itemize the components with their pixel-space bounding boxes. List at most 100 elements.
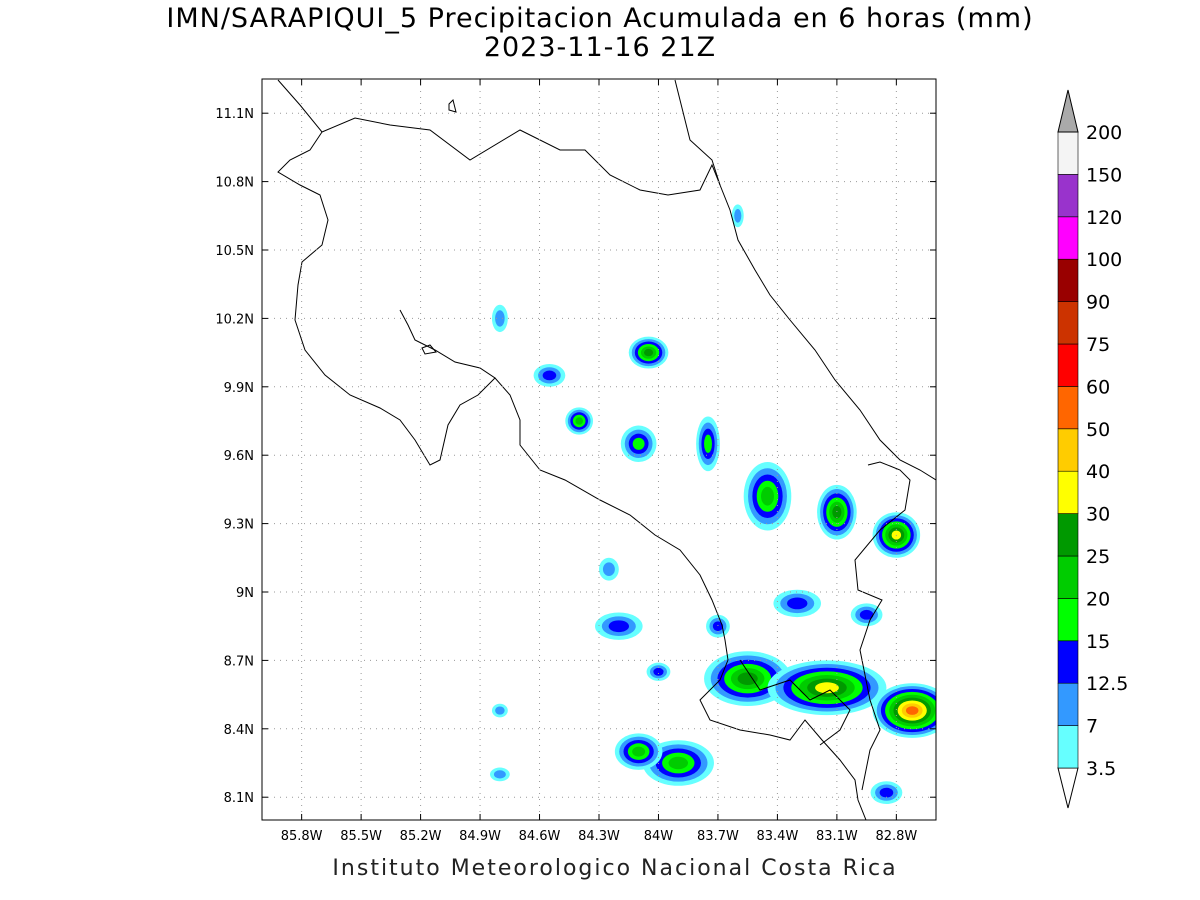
rain-cell-20 [489, 767, 510, 782]
rain-contour [632, 437, 645, 450]
footer-credit: Instituto Meteorologico Nacional Costa R… [332, 856, 898, 881]
rain-cell-14 [706, 614, 730, 638]
rain-cell-8 [628, 336, 669, 369]
y-tick-label: 10.5N [215, 244, 254, 259]
rain-cell-23 [646, 662, 671, 681]
rain-contour [542, 370, 557, 381]
y-tick-label: 10.2N [215, 312, 254, 327]
rain-contour [787, 597, 808, 610]
rain-contour [495, 706, 505, 715]
x-tick-label: 84.9W [459, 829, 501, 844]
rain-contour [832, 505, 842, 519]
y-tick-label: 10.8N [215, 176, 254, 191]
colorbar-label: 50 [1086, 419, 1110, 441]
rain-contour [737, 672, 758, 685]
y-tick-label: 9N [236, 586, 254, 601]
colorbar-segment [1057, 216, 1079, 260]
rain-cell-21 [491, 703, 508, 718]
y-tick-label: 11.1N [215, 107, 254, 122]
colorbar-label: 3.5 [1086, 758, 1116, 780]
colorbar-label: 100 [1086, 249, 1122, 271]
rain-contour [704, 434, 712, 453]
rain-cell-1 [767, 660, 887, 716]
rain-cell-4 [614, 733, 663, 770]
y-tick-label: 8.4N [224, 723, 254, 738]
colorbar-segment [1057, 513, 1079, 557]
colorbar-segment [1057, 640, 1079, 684]
y-tick-label: 8.7N [224, 654, 254, 669]
rain-contour [602, 562, 615, 577]
rain-contour [608, 620, 630, 633]
colorbar-label: 15 [1086, 631, 1110, 653]
rain-contour [879, 787, 894, 798]
colorbar-label: 90 [1086, 292, 1110, 314]
x-tick-label: 84.3W [578, 829, 620, 844]
y-tick-label: 9.6N [224, 449, 254, 464]
map-subtitle: 2023-11-16 21Z [483, 32, 717, 63]
rain-contour [653, 667, 664, 676]
rain-cell-13 [595, 612, 643, 640]
colorbar-label: 25 [1086, 546, 1110, 568]
colorbar-segment [1057, 258, 1079, 302]
longitude-ticks: 85.8W 85.5W 85.2W 84.9W 84.6W 84.3W 84W 83.7W 83… [281, 79, 917, 844]
colorbar-segment [1057, 174, 1079, 218]
x-tick-label: 82.8W [875, 829, 917, 844]
rain-field [489, 204, 936, 805]
map-title: IMN/SARAPIQUI_5 Precipitacion Acumulada … [166, 3, 1034, 34]
rain-cell-18 [491, 304, 508, 333]
colorbar-label: 20 [1086, 588, 1110, 610]
colorbar-segment [1057, 555, 1079, 599]
colorbar-label: 200 [1086, 122, 1122, 144]
rain-cell-10 [620, 425, 657, 463]
rain-contour [575, 417, 583, 425]
colorbar-label: 40 [1086, 461, 1110, 483]
latitude-ticks: 8.1N 8.4N 8.7N 9N 9.3N 9.6N 9.9N 10.2N 10.5N 10.8… [215, 107, 936, 806]
x-tick-label: 83.7W [697, 829, 739, 844]
x-tick-label: 83.4W [757, 829, 799, 844]
colorbar-label: 60 [1086, 376, 1110, 398]
rain-contour [643, 348, 654, 357]
rain-contour [632, 746, 646, 757]
x-tick-label: 84.6W [519, 829, 561, 844]
rain-cell-22 [870, 781, 903, 805]
rain-contour [859, 609, 874, 620]
colorbar-segment [1057, 428, 1079, 472]
rain-cell-15 [773, 589, 822, 618]
colorbar-segment [1057, 131, 1079, 175]
colorbar-label: 30 [1086, 504, 1110, 526]
colorbar-label: 120 [1086, 207, 1122, 229]
rain-contour [815, 682, 839, 694]
rain-cell-6 [817, 484, 857, 540]
rain-cell-9 [565, 407, 594, 435]
gridlines [262, 79, 936, 820]
rain-cell-19 [731, 204, 744, 228]
rain-cell-11 [696, 416, 720, 472]
colorbar-arrow-high [1057, 89, 1079, 133]
rain-contour [493, 770, 506, 779]
x-tick-label: 85.2W [400, 829, 442, 844]
rain-cell-16 [850, 603, 883, 627]
rain-contour [668, 756, 689, 770]
y-tick-label: 8.1N [224, 791, 254, 806]
colorbar-label: 12.5 [1086, 673, 1128, 695]
rain-cell-2 [872, 683, 936, 738]
colorbar-segment [1057, 386, 1079, 430]
x-tick-label: 84W [644, 829, 674, 844]
colorbar-label: 150 [1086, 164, 1122, 186]
x-tick-label: 83.1W [816, 829, 858, 844]
colorbar-segment [1057, 682, 1079, 726]
colorbar-segment [1057, 343, 1079, 387]
rain-contour [734, 208, 742, 223]
y-tick-label: 9.9N [224, 381, 254, 396]
rain-cell-3 [642, 740, 714, 786]
colorbar-segment [1057, 725, 1079, 769]
colorbar-arrow-low [1057, 767, 1079, 809]
x-tick-label: 85.5W [340, 829, 382, 844]
colorbar-label: 7 [1086, 716, 1098, 738]
rain-cell-17 [599, 557, 619, 581]
colorbar-label: 75 [1086, 334, 1110, 356]
x-tick-label: 85.8W [281, 829, 323, 844]
rain-contour [495, 310, 505, 327]
rain-contour [905, 706, 919, 715]
